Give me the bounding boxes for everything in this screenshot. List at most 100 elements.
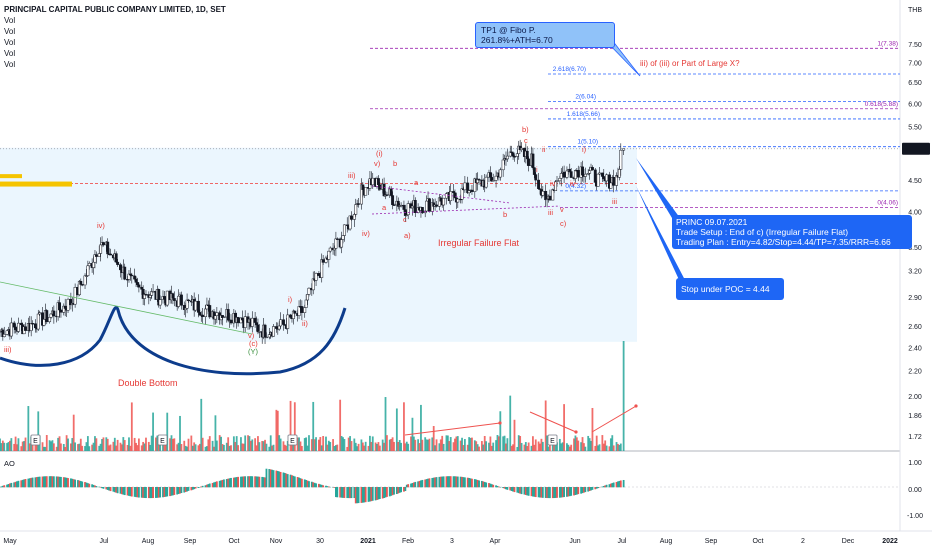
earnings-marker[interactable] xyxy=(547,434,558,446)
last-price-tag[interactable] xyxy=(902,142,930,155)
candle-body xyxy=(470,189,474,192)
volume-bar xyxy=(99,443,102,451)
price-tick-label: 7.50 xyxy=(908,42,922,49)
wave-label: a xyxy=(414,178,419,187)
price-tick-label: 7.00 xyxy=(908,60,922,67)
ao-bar xyxy=(211,482,214,488)
volume-bar xyxy=(64,446,67,451)
volume-bar xyxy=(235,436,238,451)
vol-indicator-2[interactable]: Vol xyxy=(4,27,16,36)
volume-bar xyxy=(225,442,228,451)
volume-bar xyxy=(333,446,336,451)
ao-bar xyxy=(7,484,10,488)
volume-bar xyxy=(289,400,292,451)
ao-bar xyxy=(14,481,17,488)
volume-bar xyxy=(354,442,357,451)
candle-body xyxy=(94,254,98,257)
ao-bar xyxy=(136,487,139,498)
candle-body xyxy=(2,334,6,337)
ao-bar xyxy=(282,472,285,488)
ao-bar xyxy=(463,477,466,488)
ao-bar xyxy=(335,487,337,498)
trade-setup-box[interactable]: PRINC 09.07.2021 Trade Setup : End of c)… xyxy=(672,215,912,249)
candle-body xyxy=(102,242,105,246)
vol-indicator-1[interactable]: Vol xyxy=(4,16,16,25)
volume-bar xyxy=(133,437,136,451)
ao-bar xyxy=(34,477,37,488)
ao-bar xyxy=(48,476,51,488)
ao-bar xyxy=(71,478,74,488)
volume-bar xyxy=(497,436,500,451)
ao-bar xyxy=(439,476,442,488)
volume-bar xyxy=(414,439,417,451)
ao-bar xyxy=(333,487,336,488)
volume-bar xyxy=(455,436,458,451)
vol-indicator-4[interactable]: Vol xyxy=(4,49,16,58)
candle-body xyxy=(406,203,410,216)
volume-bar xyxy=(247,435,249,451)
volume-bar xyxy=(109,444,112,451)
ao-bar xyxy=(608,484,611,488)
ao-bar xyxy=(554,487,557,498)
volume-bar xyxy=(554,440,557,451)
volume-bar xyxy=(360,439,363,451)
volume-bar xyxy=(179,415,181,451)
candle-body xyxy=(58,302,61,311)
ao-bar xyxy=(350,487,353,499)
volume-bar xyxy=(432,426,435,451)
volume-bar xyxy=(604,440,607,451)
ao-bar xyxy=(602,485,605,488)
volume-bar xyxy=(57,437,60,451)
ao-bar xyxy=(289,474,292,488)
volume-bar xyxy=(398,440,401,451)
wave-label: iv xyxy=(570,179,576,188)
volume-bar xyxy=(242,443,245,451)
volume-bar xyxy=(400,442,403,451)
vol-indicator-3[interactable]: Vol xyxy=(4,38,16,47)
earnings-marker[interactable] xyxy=(30,434,41,446)
earnings-marker[interactable] xyxy=(287,434,298,446)
ao-bar xyxy=(251,476,254,488)
symbol-title[interactable]: PRINCIPAL CAPITAL PUBLIC COMPANY LIMITED… xyxy=(4,5,226,14)
ao-bar xyxy=(356,487,359,504)
ao-tick-label: 0.00 xyxy=(908,487,922,494)
ao-bar xyxy=(435,477,438,488)
volume-bar xyxy=(268,446,271,451)
volume-bar xyxy=(575,437,578,451)
ao-bar xyxy=(517,487,520,494)
ao-bar xyxy=(35,477,38,488)
ao-bar xyxy=(130,487,133,497)
time-tick-label: Aug xyxy=(142,538,155,545)
vol-indicator-5[interactable]: Vol xyxy=(4,60,16,69)
volume-bar xyxy=(65,435,68,451)
volume-bar xyxy=(556,442,558,451)
volume-bar xyxy=(147,441,150,451)
time-tick-label: May xyxy=(3,538,17,545)
candle-body xyxy=(165,290,169,306)
wave-label: v) xyxy=(374,159,381,168)
ao-bar xyxy=(594,487,597,490)
ao-bar xyxy=(349,487,351,499)
ao-bar xyxy=(215,481,218,488)
volume-bar xyxy=(84,446,86,451)
ao-bar xyxy=(462,477,465,488)
ao-bar xyxy=(106,487,109,490)
volume-bar xyxy=(296,437,299,451)
ao-bar xyxy=(391,487,394,496)
ao-bar xyxy=(234,477,237,488)
ao-bar xyxy=(156,487,159,498)
volume-bar xyxy=(374,442,377,451)
stop-loss-bubble[interactable]: Stop under POC = 4.44 xyxy=(676,278,784,300)
ao-bar xyxy=(476,479,479,488)
volume-bar xyxy=(69,443,72,451)
volume-bar xyxy=(50,441,52,451)
ao-bar xyxy=(150,487,153,499)
volume-bar xyxy=(269,435,272,451)
volume-bar xyxy=(27,406,30,451)
volume-bar xyxy=(122,437,125,451)
volume-bar xyxy=(221,444,224,451)
earnings-marker[interactable] xyxy=(157,434,168,446)
candle-body xyxy=(73,287,77,305)
ao-bar xyxy=(541,487,544,498)
tp-target-bubble[interactable]: TP1 @ Fibo P. 261.8%+ATH=6.70 xyxy=(475,22,615,48)
